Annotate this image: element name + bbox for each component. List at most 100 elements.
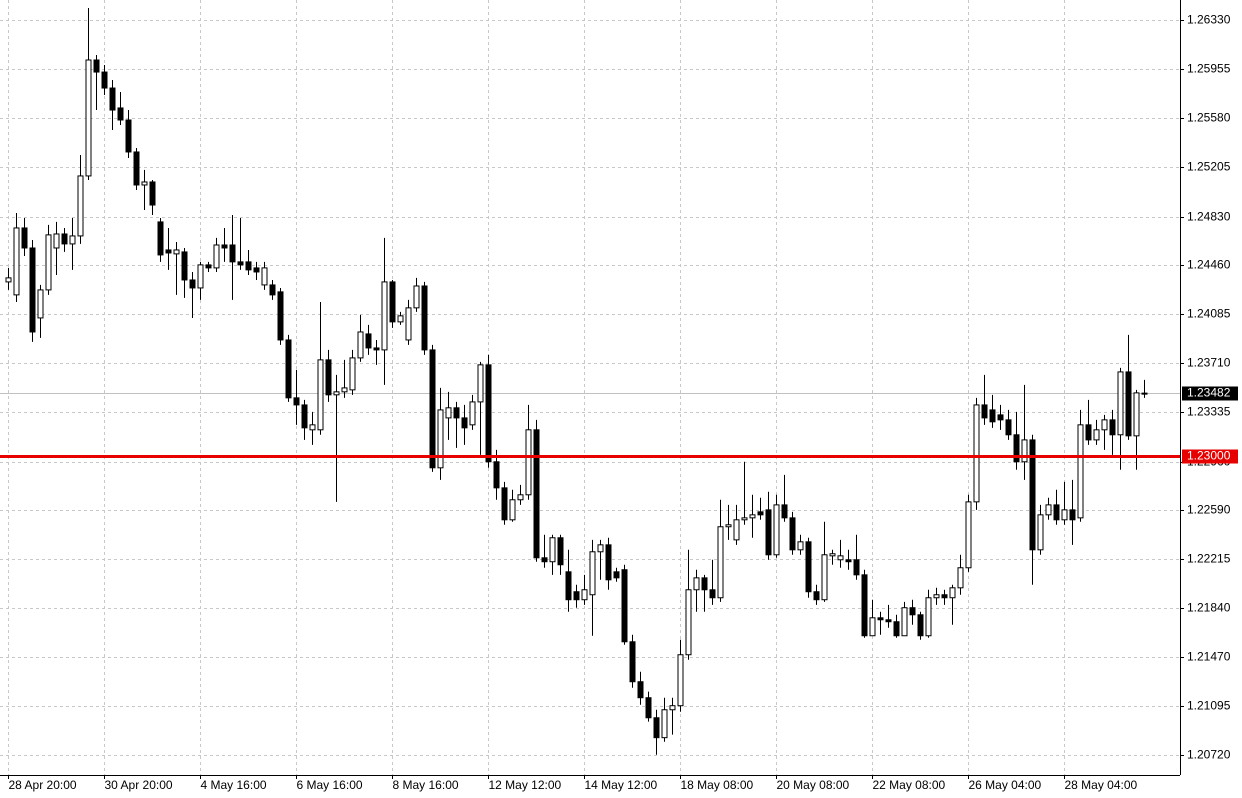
candle-body [709, 589, 716, 599]
candle-body [933, 594, 940, 599]
candle-body [1045, 504, 1052, 516]
candle-body [981, 404, 988, 419]
candle-body [941, 594, 948, 599]
candle-body [1125, 371, 1132, 437]
candle-body [1133, 392, 1140, 437]
candle-body [1077, 424, 1084, 519]
candle-body [853, 559, 860, 576]
candle-body [517, 494, 524, 501]
candle-body [405, 307, 412, 341]
candle-body [573, 591, 580, 601]
candle-body [1093, 429, 1100, 441]
candle-body [389, 281, 396, 323]
candle-body [173, 249, 180, 255]
candle-body [885, 619, 892, 623]
y-tick-label: 1.22215 [1187, 552, 1231, 566]
candle-body [149, 181, 156, 206]
candle-body [141, 181, 148, 186]
candle-body [93, 59, 100, 73]
candle-body [485, 364, 492, 463]
candle-body [613, 571, 620, 579]
candle-body [869, 617, 876, 637]
candle-body [701, 577, 708, 591]
y-tick-label: 1.25205 [1187, 160, 1231, 174]
candle-body [269, 284, 276, 296]
candle-body [181, 251, 188, 281]
candle-body [653, 717, 660, 739]
last-price-label: 1.23482 [1187, 386, 1231, 400]
x-tick-label: 22 May 08:00 [873, 778, 946, 792]
candle-body [781, 504, 788, 519]
candle-body [397, 315, 404, 323]
candle-body [621, 569, 628, 643]
candle-body [901, 607, 908, 637]
y-tick-label: 1.25580 [1187, 111, 1231, 125]
candle-body [765, 509, 772, 556]
y-tick-label: 1.22590 [1187, 503, 1231, 517]
candle-body [37, 289, 44, 319]
candle-body [1029, 439, 1036, 551]
candle-body [309, 424, 316, 431]
candle-body [101, 71, 108, 89]
candle-body [437, 409, 444, 469]
candle-body [277, 291, 284, 341]
candle-body [813, 591, 820, 601]
candle-body [253, 267, 260, 273]
y-tick-label: 1.24460 [1187, 258, 1231, 272]
candle-body [341, 387, 348, 393]
candle-body [821, 554, 828, 601]
candle-body [373, 347, 380, 351]
candle-body [877, 617, 884, 621]
candle-body [1085, 424, 1092, 441]
candle-body [245, 261, 252, 271]
candle-body [213, 244, 220, 269]
y-tick-label: 1.24085 [1187, 307, 1231, 321]
candle-body [413, 285, 420, 309]
candle-body [829, 553, 836, 557]
candle-body [61, 233, 68, 245]
y-tick-label: 1.23335 [1187, 405, 1231, 419]
candle-body [997, 414, 1004, 421]
x-tick-label: 4 May 16:00 [201, 778, 267, 792]
candle-body [285, 339, 292, 399]
candle-body [637, 681, 644, 699]
candle-body [469, 401, 476, 426]
candle-body [117, 107, 124, 121]
y-tick-label: 1.21095 [1187, 699, 1231, 713]
candle-body [1061, 509, 1068, 521]
candle-body [1101, 419, 1108, 431]
candle-body [1021, 439, 1028, 463]
y-tick-label: 1.24830 [1187, 210, 1231, 224]
candle-body [565, 571, 572, 601]
candle-body [453, 407, 460, 419]
candle-body [1013, 434, 1020, 463]
candle-body [429, 349, 436, 469]
candle-body [381, 281, 388, 351]
candle-body [477, 364, 484, 403]
candle-body [685, 589, 692, 656]
candle-body [157, 221, 164, 256]
candle-body [333, 391, 340, 396]
candle-body [805, 541, 812, 593]
candle-body [925, 597, 932, 637]
candle-body [629, 641, 636, 683]
candle-body [645, 697, 652, 719]
candle-body [197, 264, 204, 289]
candle-body [421, 285, 428, 351]
candle-body [557, 537, 564, 566]
candle-body [357, 331, 364, 359]
y-tick-label: 1.21840 [1187, 601, 1231, 615]
candle-body [501, 487, 508, 521]
y-tick-label: 1.21470 [1187, 650, 1231, 664]
candle-body [125, 119, 132, 153]
x-tick-label: 8 May 16:00 [393, 778, 459, 792]
candle-body [1005, 419, 1012, 436]
candle-body [461, 417, 468, 429]
candle-body [229, 244, 236, 263]
x-tick-label: 14 May 12:00 [585, 778, 658, 792]
candle-body [677, 654, 684, 707]
candle-body [741, 517, 748, 521]
candle-body [317, 359, 324, 431]
x-tick-label: 26 May 04:00 [969, 778, 1042, 792]
